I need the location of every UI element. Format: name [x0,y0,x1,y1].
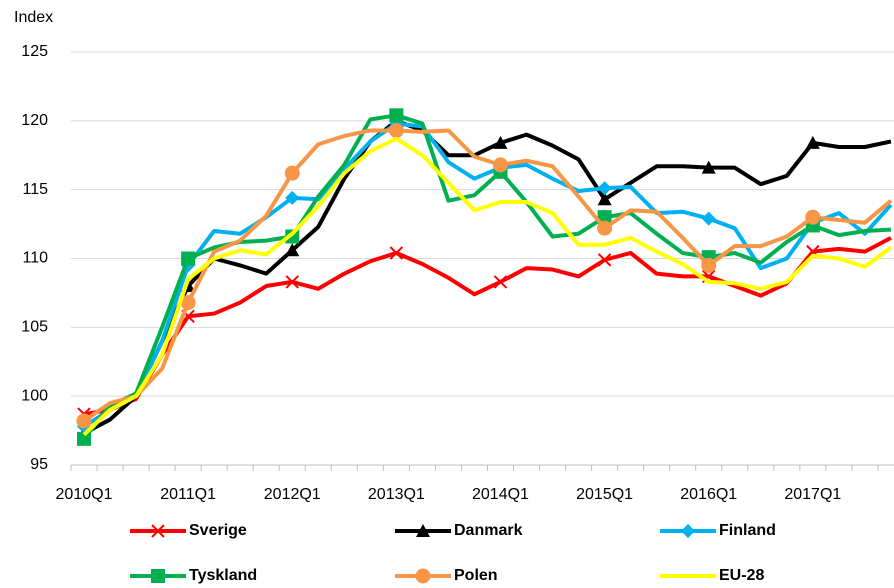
legend-item: EU-28 [660,567,764,584]
legend-label: Tyskland [189,567,257,584]
marker [805,209,821,225]
y-tick-label: 110 [22,250,48,267]
legend-label: Danmark [454,522,523,539]
line [82,121,893,429]
marker [284,165,300,181]
legend-marker [415,568,431,584]
x-tick-label: 2012Q1 [264,486,321,503]
x-tick-label: 2014Q1 [472,486,529,503]
series [77,113,892,440]
marker [701,160,716,174]
legend-marker [416,524,430,537]
marker [805,135,820,149]
line [82,128,893,423]
y-axis-label: Index [14,9,53,26]
marker [597,220,613,236]
y-tick-label: 120 [21,112,48,129]
marker [701,211,716,226]
marker [493,275,508,289]
marker [701,257,717,273]
legend-item: Finland [660,522,776,539]
marker [389,246,404,260]
marker [285,190,300,205]
legend-marker [681,524,695,538]
line [83,118,892,436]
line [83,236,892,417]
marker [389,108,404,123]
legend-item: Tyskland [130,567,257,584]
marker [180,295,196,311]
marker [388,122,404,138]
marker [181,251,196,266]
legend-item: Sverige [130,522,247,539]
line [82,136,893,437]
marker [285,229,300,244]
x-tick-label: 2015Q1 [576,486,633,503]
y-tick-label: 115 [22,181,48,198]
x-tick-label: 2011Q1 [160,486,216,503]
marker [493,135,508,149]
marker [285,243,300,257]
y-tick-label: 100 [21,387,48,404]
legend-item: Polen [395,567,498,584]
x-tick-label: 2013Q1 [368,486,425,503]
legend-marker [151,569,165,583]
marker [492,157,508,173]
marker [597,210,612,225]
marker [285,275,299,289]
marker [597,192,612,206]
y-tick-label: 95 [30,456,48,473]
legend-label: Sverige [189,522,247,539]
series [82,136,893,437]
series [76,122,893,429]
marker [597,181,612,196]
y-tick-label: 105 [21,319,48,336]
series [77,236,892,421]
marker [77,431,91,446]
legend-label: Finland [719,522,776,539]
legend-label: EU-28 [719,567,764,584]
marker [597,253,612,267]
x-tick-label: 2010Q1 [56,486,113,503]
y-tick-label: 125 [21,43,48,60]
legend-marker [151,524,165,538]
x-tick-label: 2017Q1 [784,486,841,503]
legend-label: Polen [454,567,498,584]
legend-item: Danmark [395,522,523,539]
x-tick-label: 2016Q1 [680,486,737,503]
marker [76,413,92,429]
line [82,113,892,441]
